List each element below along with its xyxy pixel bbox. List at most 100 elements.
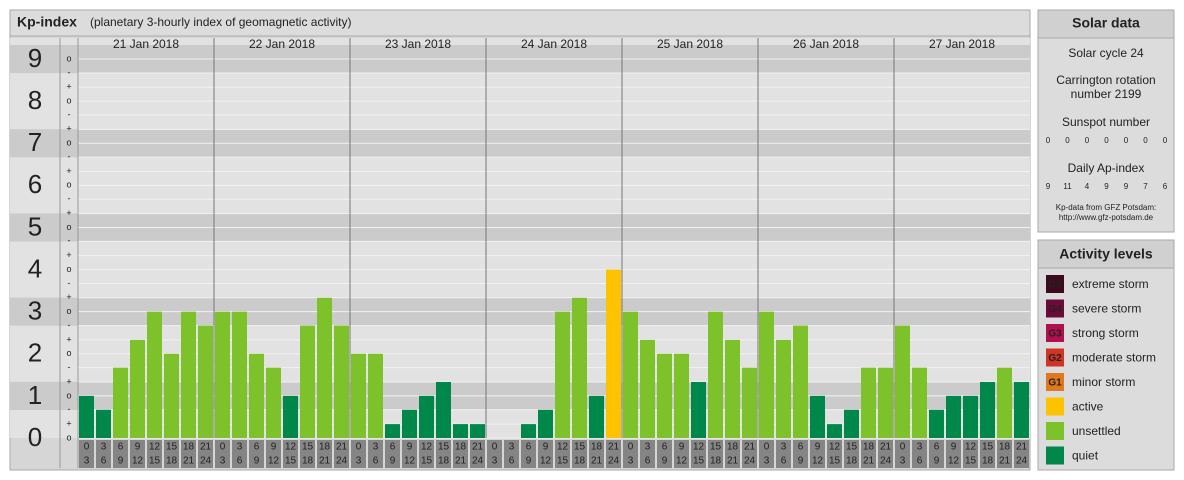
level-code: G4 bbox=[1048, 304, 1062, 315]
hour-box bbox=[300, 440, 315, 468]
hour-box bbox=[130, 440, 145, 468]
minor-tick-label: + bbox=[66, 124, 71, 134]
kp-bar bbox=[997, 367, 1012, 438]
minor-tick-label: o bbox=[66, 138, 71, 148]
carrington: number 2199 bbox=[1071, 87, 1142, 101]
sunspots-value: 0 bbox=[1065, 136, 1070, 145]
kp-bar bbox=[96, 409, 111, 438]
hour-box bbox=[980, 440, 995, 468]
hour-start: 6 bbox=[118, 442, 124, 453]
level-swatch bbox=[1046, 422, 1064, 440]
date-label: 25 Jan 2018 bbox=[657, 37, 723, 51]
kp-bar bbox=[674, 353, 689, 438]
kp-bar bbox=[181, 311, 196, 438]
hour-start: 12 bbox=[149, 442, 161, 453]
hour-end: 18 bbox=[302, 456, 314, 467]
kp-bar bbox=[606, 269, 621, 438]
kp-bar bbox=[538, 409, 553, 438]
kp-bar bbox=[147, 311, 162, 438]
date-label: 27 Jan 2018 bbox=[929, 37, 995, 51]
sunspots-value: 0 bbox=[1124, 136, 1129, 145]
kp-bar bbox=[266, 367, 281, 438]
minor-tick-label: + bbox=[66, 82, 71, 92]
kp-bar bbox=[249, 353, 264, 438]
level-code: G1 bbox=[1048, 378, 1062, 389]
minor-tick-label: + bbox=[66, 292, 71, 302]
hour-box bbox=[79, 440, 94, 468]
minor-tick-label: + bbox=[66, 376, 71, 386]
sunspots-value: 0 bbox=[1143, 136, 1148, 145]
minor-tick-label: o bbox=[66, 306, 71, 316]
hour-start: 6 bbox=[526, 442, 532, 453]
kp-bar bbox=[521, 424, 536, 438]
ap-value: 9 bbox=[1104, 182, 1109, 191]
y-tick-label: 5 bbox=[28, 211, 42, 241]
hour-end: 3 bbox=[900, 456, 906, 467]
hour-box bbox=[334, 440, 349, 468]
hour-start: 3 bbox=[645, 442, 651, 453]
kp-bar bbox=[691, 382, 706, 438]
hour-start: 0 bbox=[492, 442, 498, 453]
hour-start: 3 bbox=[101, 442, 107, 453]
date-label: 24 Jan 2018 bbox=[521, 37, 587, 51]
hour-end: 9 bbox=[526, 456, 532, 467]
hour-box bbox=[912, 440, 927, 468]
hour-end: 18 bbox=[574, 456, 586, 467]
y-tick-label: 8 bbox=[28, 85, 42, 115]
hour-box bbox=[1014, 440, 1029, 468]
hour-start: 6 bbox=[662, 442, 668, 453]
hour-box bbox=[487, 440, 502, 468]
minor-tick-label: o bbox=[66, 222, 71, 232]
kp-bar bbox=[572, 297, 587, 438]
level-label: quiet bbox=[1072, 449, 1099, 463]
hour-box bbox=[232, 440, 247, 468]
hour-box bbox=[742, 440, 757, 468]
minor-tick-label: - bbox=[68, 236, 71, 246]
hour-start: 12 bbox=[421, 442, 433, 453]
hour-end: 9 bbox=[390, 456, 396, 467]
ap-value: 4 bbox=[1085, 182, 1090, 191]
hour-end: 21 bbox=[319, 456, 331, 467]
level-code: G3 bbox=[1048, 329, 1062, 340]
minor-tick-label: o bbox=[66, 180, 71, 190]
hour-end: 18 bbox=[710, 456, 722, 467]
kp-bar bbox=[623, 311, 638, 438]
hour-box bbox=[640, 440, 655, 468]
hour-end: 3 bbox=[84, 456, 90, 467]
hour-start: 12 bbox=[557, 442, 569, 453]
hour-start: 15 bbox=[438, 442, 450, 453]
level-label: moderate storm bbox=[1072, 351, 1156, 365]
kp-bar bbox=[317, 297, 332, 438]
hour-end: 9 bbox=[254, 456, 260, 467]
hour-box bbox=[470, 440, 485, 468]
hour-start: 15 bbox=[302, 442, 314, 453]
hour-start: 18 bbox=[455, 442, 467, 453]
hour-start: 15 bbox=[574, 442, 586, 453]
hour-box bbox=[708, 440, 723, 468]
kp-bar bbox=[810, 395, 825, 438]
hour-end: 6 bbox=[917, 456, 923, 467]
hour-box bbox=[606, 440, 621, 468]
hour-end: 15 bbox=[965, 456, 977, 467]
hour-box bbox=[453, 440, 468, 468]
date-label: 23 Jan 2018 bbox=[385, 37, 451, 51]
kp-bar bbox=[419, 395, 434, 438]
kp-bar bbox=[232, 311, 247, 438]
kp-bar bbox=[453, 424, 468, 438]
hour-start: 12 bbox=[965, 442, 977, 453]
hour-end: 15 bbox=[693, 456, 705, 467]
solar-header bbox=[1037, 9, 1175, 39]
kp-bar bbox=[912, 367, 927, 438]
hour-box bbox=[691, 440, 706, 468]
hour-start: 21 bbox=[608, 442, 620, 453]
kp-bar bbox=[725, 339, 740, 438]
hour-end: 6 bbox=[237, 456, 243, 467]
hour-end: 12 bbox=[132, 456, 144, 467]
y-tick-label: 4 bbox=[28, 253, 42, 283]
hour-start: 18 bbox=[319, 442, 331, 453]
kp-bar bbox=[1014, 382, 1029, 438]
level-swatch bbox=[1046, 275, 1064, 293]
hour-end: 6 bbox=[645, 456, 651, 467]
hour-start: 21 bbox=[336, 442, 348, 453]
